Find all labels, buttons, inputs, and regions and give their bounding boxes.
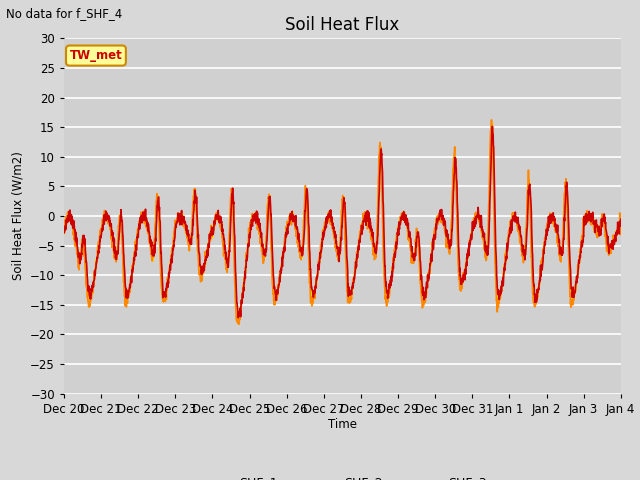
- Y-axis label: Soil Heat Flux (W/m2): Soil Heat Flux (W/m2): [12, 152, 25, 280]
- Text: No data for f_SHF_4: No data for f_SHF_4: [6, 7, 123, 20]
- Legend: SHF_1, SHF_2, SHF_3: SHF_1, SHF_2, SHF_3: [193, 471, 492, 480]
- Text: TW_met: TW_met: [70, 49, 122, 62]
- X-axis label: Time: Time: [328, 419, 357, 432]
- Title: Soil Heat Flux: Soil Heat Flux: [285, 16, 399, 34]
